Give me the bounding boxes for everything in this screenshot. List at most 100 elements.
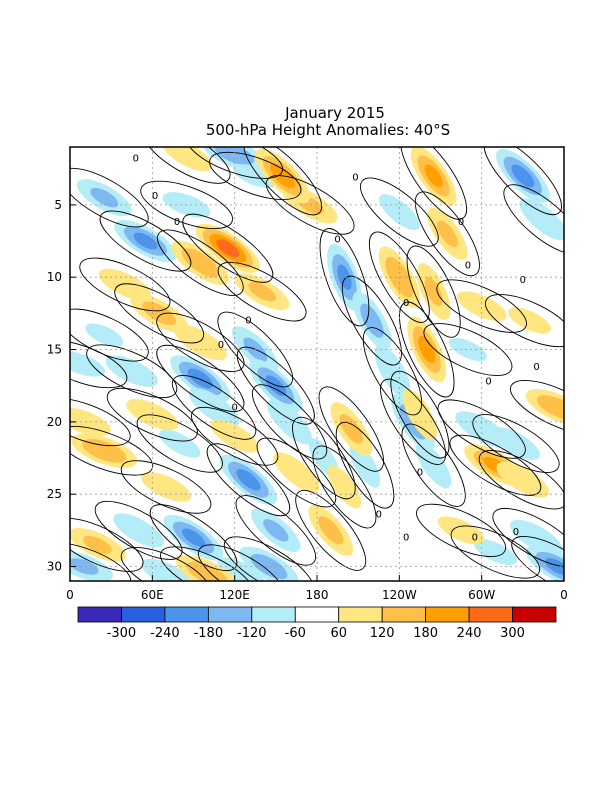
- colorbar-swatch: [512, 606, 557, 623]
- y-tick-label: 30: [47, 560, 62, 574]
- anomaly-blob: [273, 452, 320, 493]
- y-tick-label: 5: [54, 198, 62, 212]
- y-tick-label: 20: [47, 415, 62, 429]
- anomaly-level: [424, 277, 443, 307]
- chart-subtitle: 500-hPa Height Anomalies: 40°S: [206, 121, 450, 139]
- anomaly-level: [337, 264, 352, 290]
- anomaly-blob: [76, 179, 132, 217]
- zero-contour-line: [478, 450, 564, 510]
- anomaly-blob: [448, 337, 488, 362]
- zero-contour-line: [160, 546, 255, 581]
- zero-contour-line: [171, 375, 257, 440]
- anomaly-blob: [105, 355, 158, 387]
- anomaly-level: [141, 472, 191, 502]
- x-tick-label: 180: [306, 588, 329, 602]
- zero-contour-line: [140, 180, 233, 229]
- anomaly-blob: [159, 429, 201, 458]
- x-tick-label: 0: [560, 588, 568, 602]
- anomaly-blob: [85, 323, 124, 347]
- zero-contour-line: [295, 489, 367, 571]
- zero-contour-line: [136, 414, 223, 473]
- anomaly-level: [248, 281, 277, 302]
- y-axis: 5 10 15 20 25 30: [47, 198, 76, 574]
- anomaly-blob: [510, 519, 563, 556]
- zero-contour-line: [186, 147, 283, 179]
- contour-label: 0: [485, 376, 491, 387]
- colorbar-swatch: [338, 606, 383, 623]
- contour-label: 0: [403, 298, 409, 309]
- anomaly-level: [83, 535, 112, 554]
- anomaly-level: [273, 452, 320, 493]
- colorbar-label: 60: [330, 626, 347, 641]
- x-tick-label: 120E: [219, 588, 250, 602]
- anomaly-blob: [327, 243, 362, 311]
- contour-label: 0: [458, 217, 464, 228]
- anomaly-blob: [525, 545, 564, 581]
- zero-contour-line: [265, 175, 355, 235]
- anomaly-level: [349, 442, 381, 488]
- zero-contour-line: [149, 504, 238, 572]
- anomaly-level: [215, 147, 255, 165]
- contour-label: 0: [334, 235, 340, 246]
- zero-contour-line: [423, 323, 513, 376]
- anomaly-blob: [519, 198, 564, 241]
- anomaly-blob: [415, 442, 452, 489]
- anomaly-blob: [98, 268, 152, 301]
- colorbar-swatch: [251, 606, 296, 623]
- colorbar-label: 120: [370, 626, 395, 641]
- zero-contour-line: [156, 312, 245, 372]
- plot-area: 0 0 0 0 0 0 0 0 0 0 0 0 0 0 0 0 0 0 0 0 60E 120E 180 120W 60W0 …: [47, 146, 568, 602]
- zero-contour-line: [197, 544, 286, 581]
- colorbar-swatch: [164, 606, 209, 623]
- anomaly-level: [181, 248, 220, 278]
- zero-contour-line: [217, 261, 307, 322]
- contour-label: 0: [152, 191, 158, 202]
- colorbar-label: -60: [285, 626, 306, 641]
- zero-contour-line: [182, 213, 274, 283]
- anomaly-level: [98, 268, 152, 301]
- anomaly-level: [216, 239, 240, 258]
- zero-contour-line: [251, 384, 328, 460]
- colorbar-label: -240: [150, 626, 180, 641]
- anomaly-level: [437, 516, 485, 545]
- zero-contour-line: [256, 437, 337, 508]
- anomaly-level: [510, 519, 563, 556]
- zero-contour-line: [70, 542, 132, 581]
- colorbar-label: -180: [194, 626, 224, 641]
- anomaly-blob: [496, 461, 550, 498]
- colorbar-swatch: [381, 606, 427, 623]
- zero-contour-line: [510, 379, 564, 435]
- zero-contour-line: [483, 147, 562, 216]
- anomaly-blob: [175, 555, 239, 581]
- contour-label: 0: [513, 527, 519, 538]
- anomaly-blob: [492, 427, 540, 460]
- anomaly-blob: [70, 351, 105, 377]
- anomaly-blob: [114, 220, 177, 263]
- zero-contour-line: [114, 283, 205, 344]
- anomaly-level: [318, 516, 344, 545]
- contour-label: 0: [174, 217, 180, 228]
- anomaly-blob: [427, 207, 468, 260]
- anomaly-blob: [456, 291, 507, 321]
- zero-contour-line: [70, 517, 144, 572]
- anomaly-level: [327, 465, 362, 509]
- anomaly-level: [436, 220, 458, 248]
- anomaly-blob: [308, 504, 354, 556]
- zero-contour-line: [362, 327, 423, 416]
- anomaly-level: [159, 429, 201, 458]
- chart-title: January 2015: [284, 104, 385, 122]
- zero-contour-line: [406, 245, 461, 338]
- anomaly-level: [113, 513, 164, 548]
- anomaly-level: [496, 461, 550, 498]
- anomaly-level: [448, 337, 488, 362]
- anomaly-level: [181, 528, 206, 547]
- zero-contour-line: [292, 416, 356, 500]
- zero-contour-line: [318, 386, 384, 472]
- zero-contour-line: [236, 346, 315, 425]
- anomaly-level: [424, 164, 443, 188]
- anomaly-blob: [508, 307, 552, 334]
- colorbar-swatch: [468, 606, 513, 623]
- zero-contour-line: [436, 279, 527, 333]
- contour-label: 0: [465, 261, 471, 272]
